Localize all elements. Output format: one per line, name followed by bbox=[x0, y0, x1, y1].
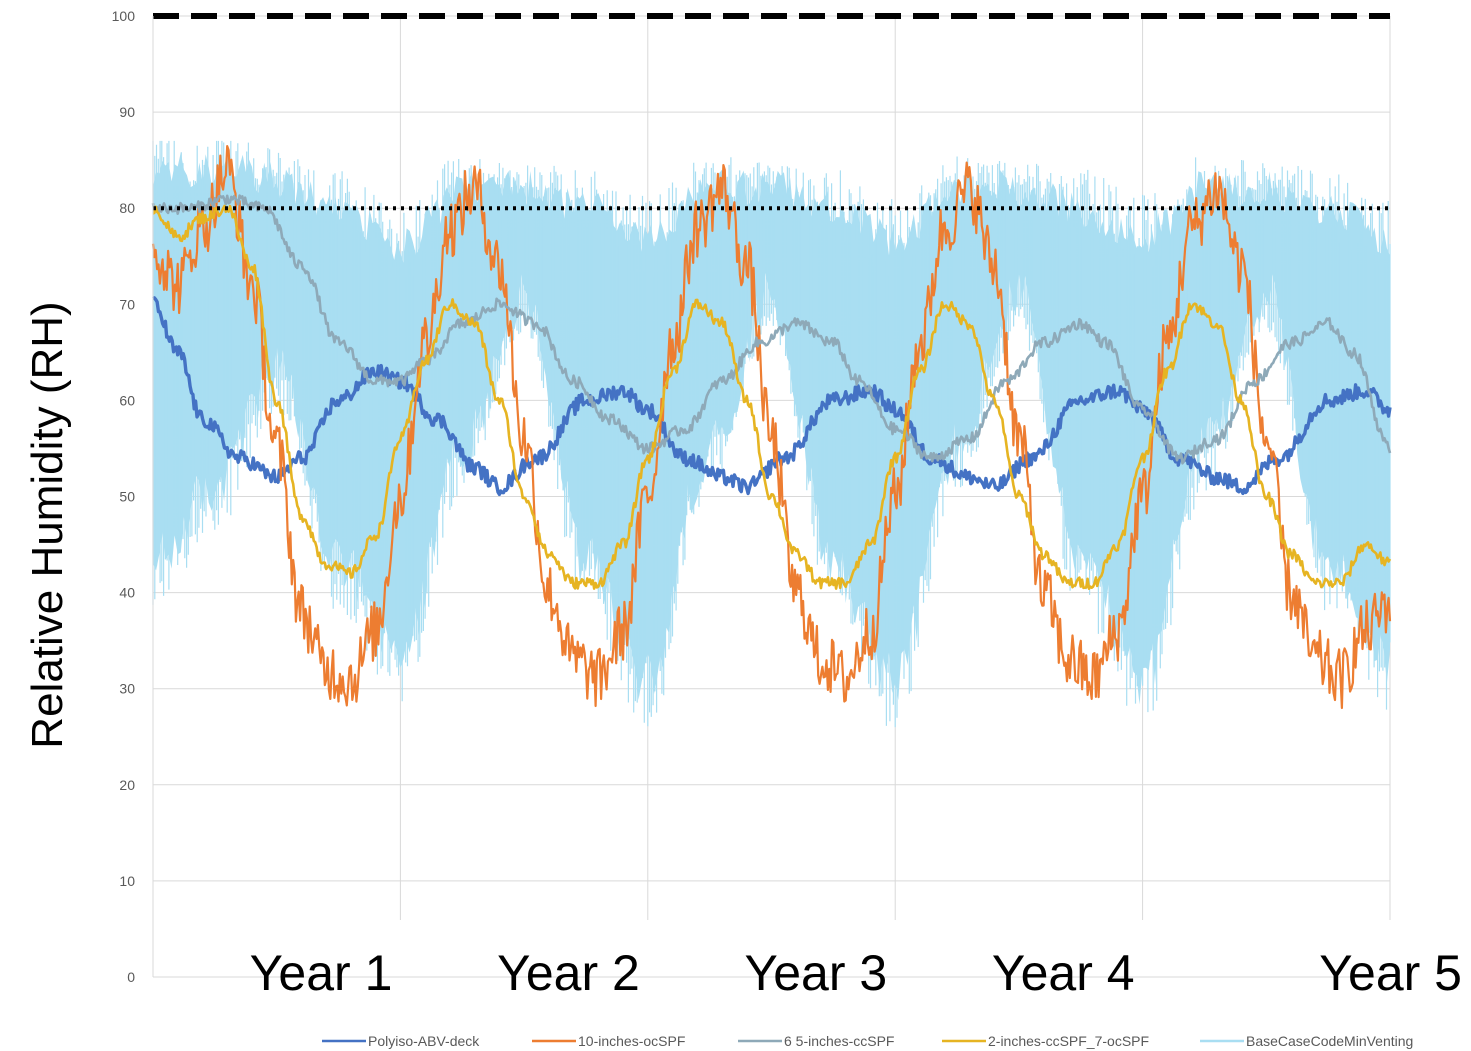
reference-lines-layer bbox=[153, 13, 1390, 211]
legend-entry: Polyiso-ABV-deck bbox=[322, 1033, 480, 1049]
legend-entry: BaseCaseCodeMinVenting bbox=[1200, 1033, 1413, 1049]
legend-entry: 2-inches-ccSPF_7-ocSPF bbox=[942, 1033, 1149, 1049]
series-line-4 bbox=[152, 204, 1392, 590]
y-tick-label: 20 bbox=[119, 777, 135, 793]
x-tick-label: Year 2 bbox=[497, 945, 640, 1001]
y-tick-label: 40 bbox=[119, 585, 135, 601]
y-tick-label: 0 bbox=[127, 969, 135, 985]
y-tick-label: 90 bbox=[119, 104, 135, 120]
legend-entry: 10-inches-ocSPF bbox=[532, 1033, 685, 1049]
legend-label: 10-inches-ocSPF bbox=[578, 1033, 685, 1049]
legend-label: BaseCaseCodeMinVenting bbox=[1246, 1033, 1413, 1049]
legend-label: Polyiso-ABV-deck bbox=[368, 1033, 480, 1049]
y-tick-label: 80 bbox=[119, 200, 135, 216]
y-tick-label: 50 bbox=[119, 489, 135, 505]
y-tick-label: 70 bbox=[119, 296, 135, 312]
x-tick-label: Year 3 bbox=[744, 945, 887, 1001]
series-line-3 bbox=[151, 194, 1392, 465]
y-tick-label: 60 bbox=[119, 392, 135, 408]
legend-label: 6 5-inches-ccSPF bbox=[784, 1033, 894, 1049]
x-tick-label: Year 1 bbox=[250, 945, 393, 1001]
x-tick-label: Year 5 bbox=[1319, 945, 1462, 1001]
y-tick-label: 30 bbox=[119, 681, 135, 697]
legend-label: 2-inches-ccSPF_7-ocSPF bbox=[988, 1033, 1149, 1049]
legend: Polyiso-ABV-deck 10-inches-ocSPF 6 5-inche… bbox=[322, 1033, 1413, 1049]
axis-layer: 0 10 20 30 40 50 60 70 80 90 100 Year 1 Year 2 Year 3… bbox=[112, 8, 1462, 1001]
x-tick-label: Year 4 bbox=[992, 945, 1135, 1001]
series-layer bbox=[151, 145, 1392, 710]
y-axis-label: Relative Humidity (RH) bbox=[23, 301, 72, 748]
series-line-2 bbox=[151, 145, 1392, 710]
y-tick-label: 10 bbox=[119, 873, 135, 889]
legend-entry: 6 5-inches-ccSPF bbox=[738, 1033, 894, 1049]
y-tick-label: 100 bbox=[112, 8, 136, 24]
